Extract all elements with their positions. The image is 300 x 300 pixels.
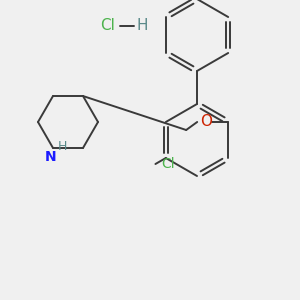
Text: H: H [58,140,68,154]
Text: O: O [200,115,212,130]
Text: Cl: Cl [161,157,175,171]
Text: H: H [136,19,148,34]
Text: Cl: Cl [100,19,116,34]
Text: N: N [44,150,56,164]
